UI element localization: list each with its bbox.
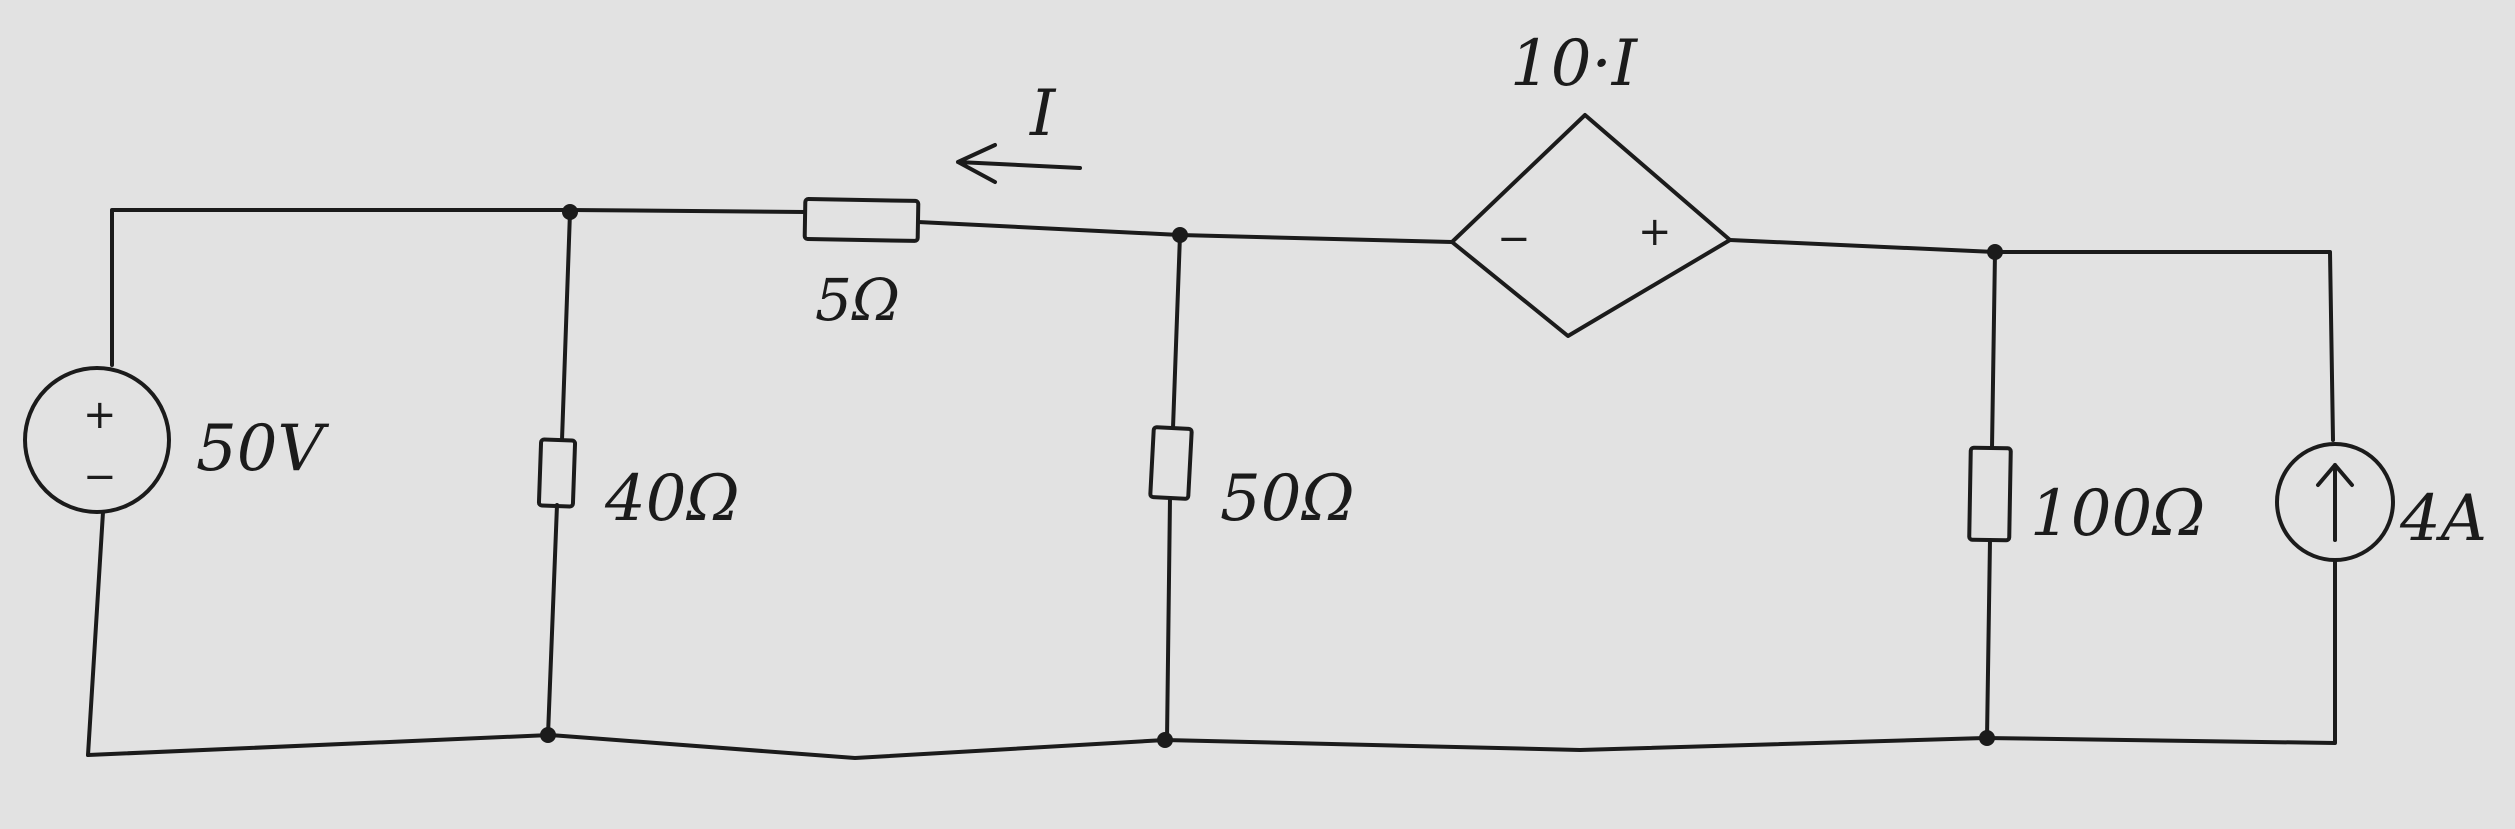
wire-100-bottom: [1985, 538, 1992, 740]
dep-source-label: 10·I: [1510, 27, 1639, 101]
left-arrow-icon: [956, 143, 1082, 184]
dep-plus-sign: +: [1638, 209, 1672, 255]
dep-minus-sign: −: [1497, 216, 1531, 262]
resistor-40-body: [536, 437, 578, 509]
node-bottom-50: [1157, 732, 1173, 748]
resistor-5-label: 5Ω: [815, 266, 900, 334]
wire-top-right: [1728, 238, 2335, 442]
voltage-minus-sign: −: [83, 454, 117, 500]
circle-up-arrow-icon: [2275, 442, 2395, 562]
resistor-40-label: 40Ω: [604, 462, 740, 536]
resistor-50-body: [1148, 425, 1194, 501]
wire-50-top: [1171, 233, 1182, 430]
voltage-plus-sign: +: [83, 392, 117, 438]
wires: [86, 208, 2337, 760]
wire-50-bottom: [1165, 496, 1172, 742]
resistor-40: 40Ω: [536, 437, 740, 536]
resistor-50-label: 50Ω: [1220, 462, 1355, 536]
dependent-source: − + 10·I: [1450, 27, 1732, 338]
resistor-100-label: 100Ω: [2030, 477, 2205, 551]
voltage-source-50v: + − 50V: [23, 366, 329, 514]
node-bottom-40: [540, 727, 556, 743]
voltage-source-label: 50V: [196, 412, 329, 486]
circle-plus-minus-icon: [23, 366, 171, 514]
resistor-100-body: [1967, 445, 2013, 543]
wire-bottom: [86, 558, 2337, 760]
resistor-5-body: [802, 197, 921, 243]
wire-top-left: [110, 208, 807, 367]
nodes: [540, 204, 2003, 748]
wire-left-bottom: [86, 510, 105, 757]
current-source-label: 4A: [2399, 482, 2487, 556]
resistor-5: 5Ω: [802, 197, 921, 334]
diamond-source-icon: [1450, 113, 1732, 338]
current-arrow: I: [956, 77, 1082, 184]
node-top-100: [1987, 244, 2003, 260]
node-bottom-100: [1979, 730, 1995, 746]
node-top-40: [562, 204, 578, 220]
current-source-arrow: [2316, 463, 2354, 542]
resistor-50: 50Ω: [1148, 425, 1355, 536]
current-source-4a: 4A: [2275, 442, 2487, 562]
wire-40-top: [560, 210, 572, 442]
wire-40-bottom: [546, 503, 559, 737]
current-label: I: [1029, 77, 1057, 151]
wire-100-top: [1990, 250, 1997, 450]
resistor-100: 100Ω: [1967, 445, 2205, 551]
node-top-50: [1172, 227, 1188, 243]
